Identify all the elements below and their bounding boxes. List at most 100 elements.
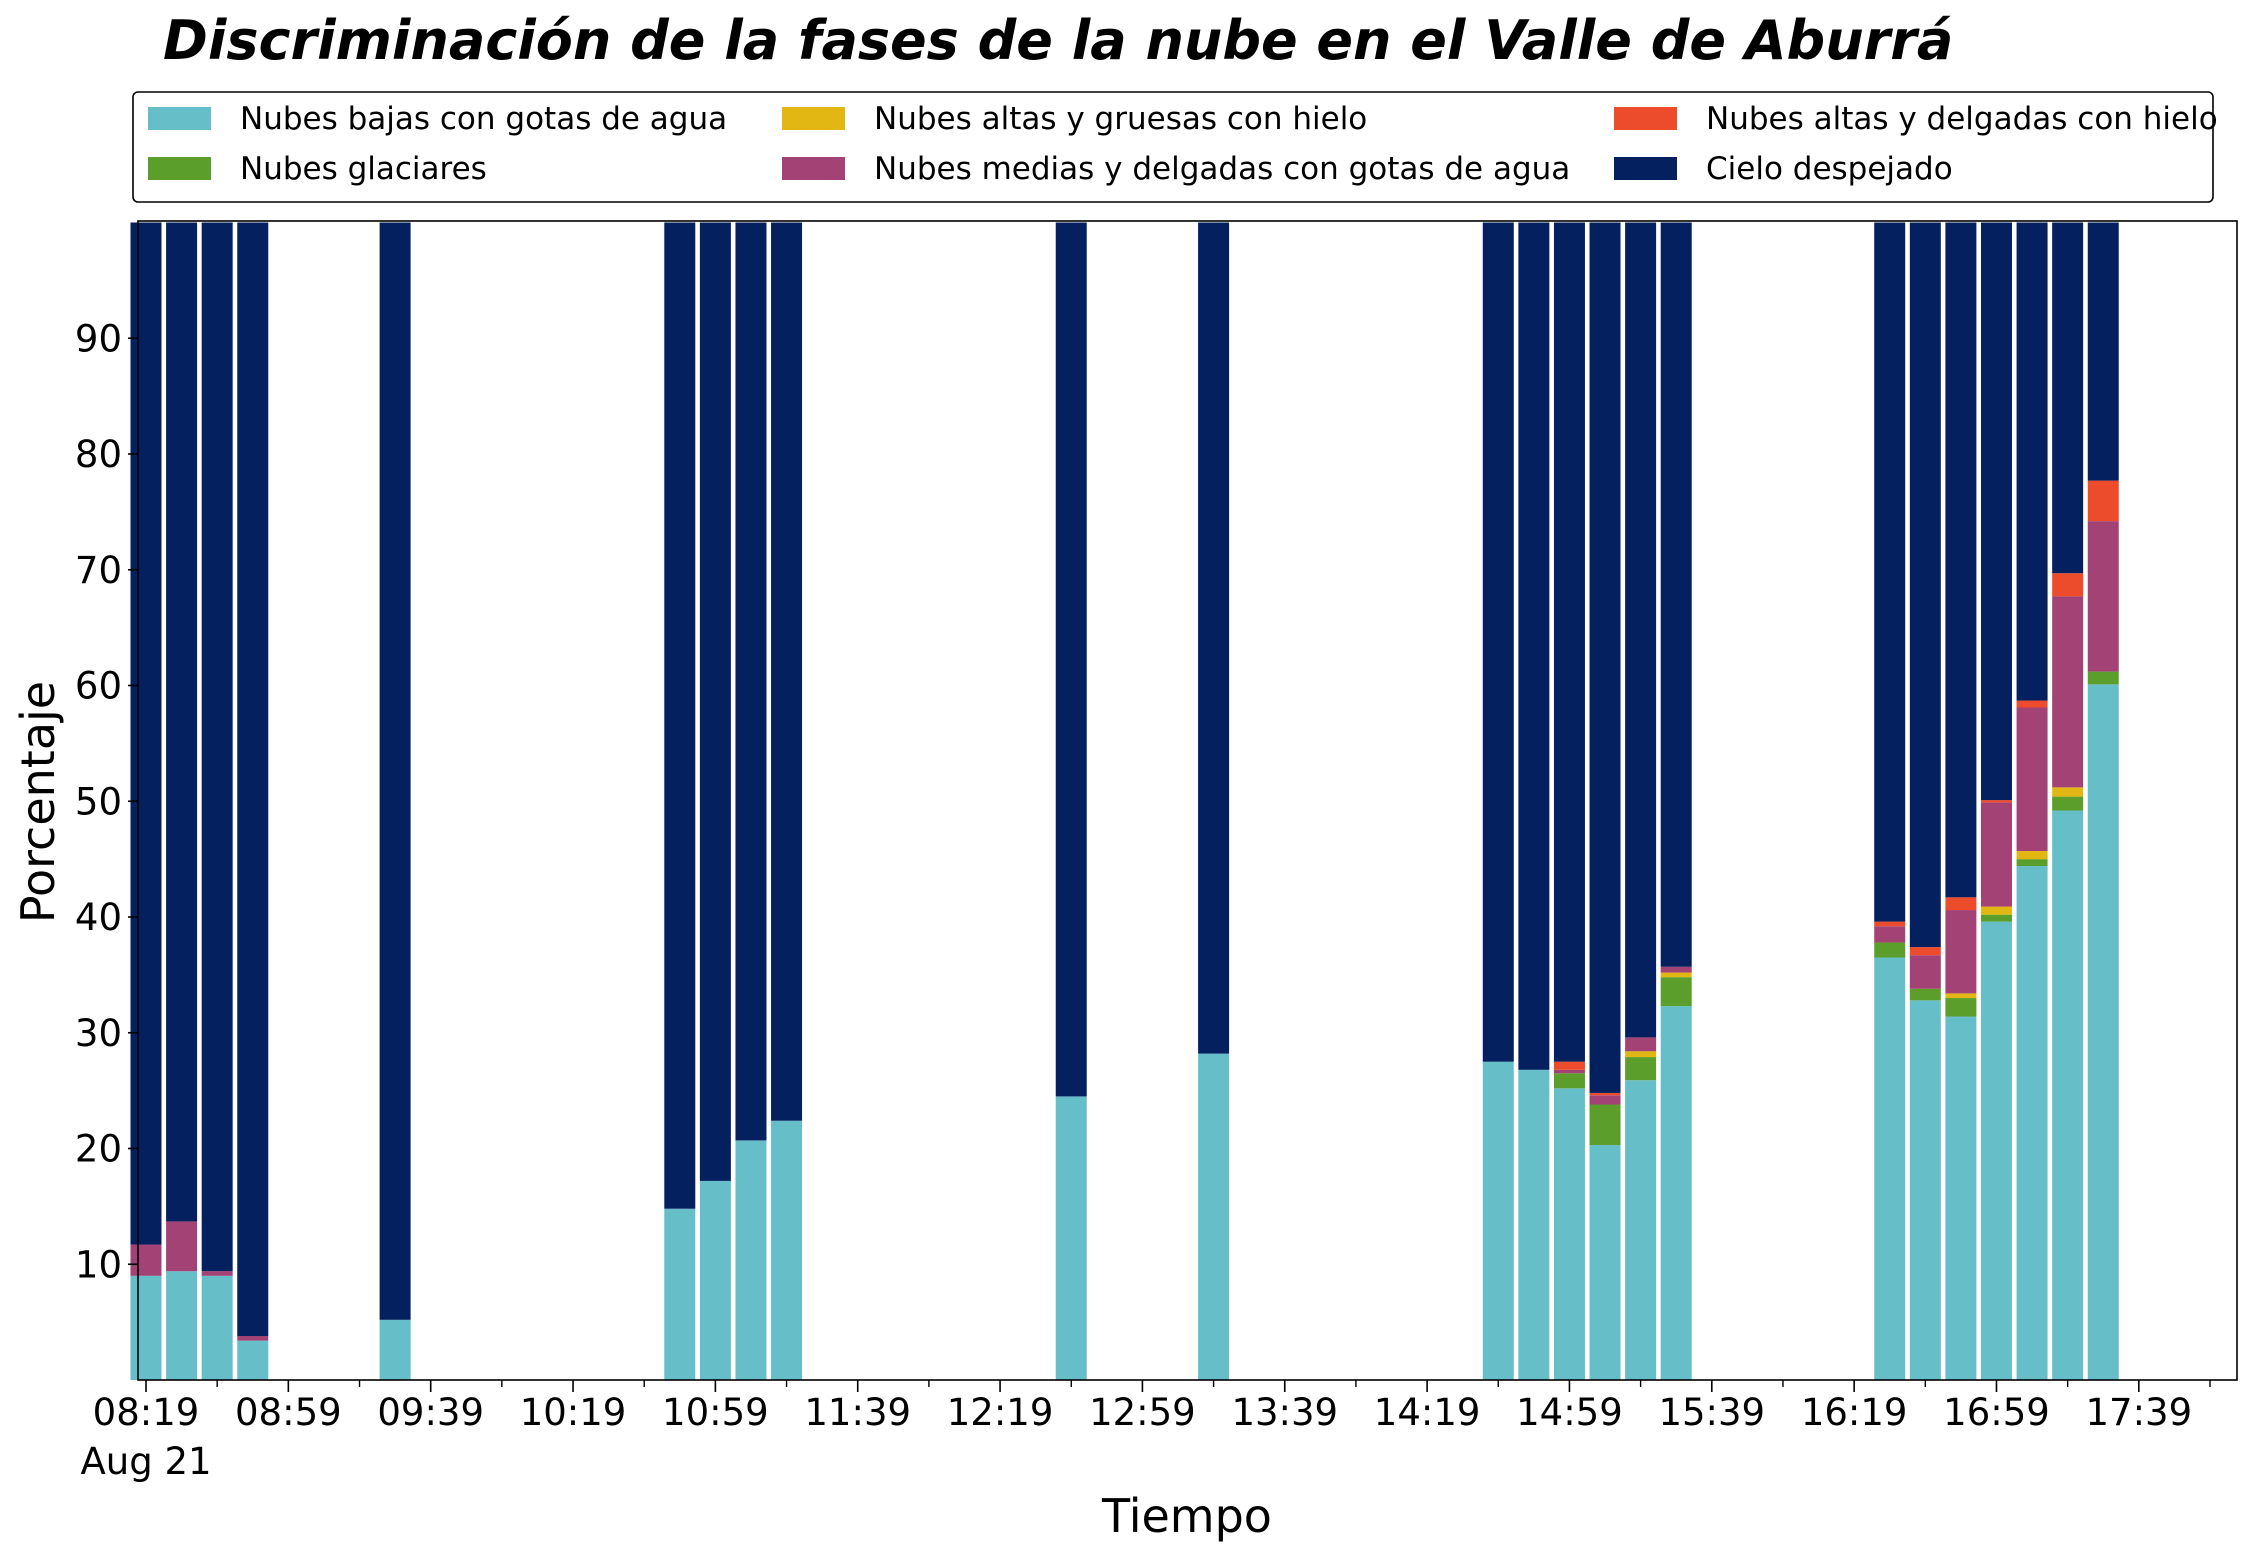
bar-segment-cielo-despejado xyxy=(1589,222,1621,1093)
bar-segment-nubes-bajas-con-gotas-de-agua xyxy=(1553,1088,1585,1380)
x-tick-label: 10:19 xyxy=(520,1391,627,1434)
bar-segment-nubes-bajas-con-gotas-de-agua xyxy=(379,1319,411,1380)
legend-label-nubes-medias-y-delgadas-con-gotas-de-agua: Nubes medias y delgadas con gotas de agu… xyxy=(874,151,1570,187)
bar-segment-nubes-medias-y-delgadas-con-gotas-de-agua xyxy=(201,1271,233,1276)
bar-segment-cielo-despejado xyxy=(1625,222,1657,1038)
y-tick-label: 40 xyxy=(75,896,122,939)
bar-segment-nubes-bajas-con-gotas-de-agua xyxy=(237,1340,269,1380)
bar-segment-nubes-bajas-con-gotas-de-agua xyxy=(771,1120,803,1380)
bar-segment-nubes-altas-y-delgadas-con-hielo xyxy=(1909,947,1941,956)
bar-segment-cielo-despejado xyxy=(771,222,803,1121)
x-axis-label: Tiempo xyxy=(1101,1489,1272,1543)
bar-segment-cielo-despejado xyxy=(166,222,198,1222)
x-tick-label: 12:59 xyxy=(1089,1391,1196,1434)
bar-segment-nubes-altas-y-delgadas-con-hielo xyxy=(2016,700,2048,708)
bar-segment-nubes-glaciares xyxy=(1980,914,2012,922)
bar-segment-nubes-bajas-con-gotas-de-agua xyxy=(201,1275,233,1380)
bar-segment-nubes-bajas-con-gotas-de-agua xyxy=(1660,1006,1692,1380)
bar-segment-nubes-glaciares xyxy=(1553,1073,1585,1089)
legend-label-nubes-altas-y-gruesas-con-hielo: Nubes altas y gruesas con hielo xyxy=(874,101,1367,137)
bar-segment-nubes-bajas-con-gotas-de-agua xyxy=(735,1140,767,1380)
bar-segment-nubes-altas-y-delgadas-con-hielo xyxy=(1945,897,1977,911)
y-tick-label: 70 xyxy=(75,549,122,592)
bar-segment-nubes-bajas-con-gotas-de-agua xyxy=(2052,810,2084,1380)
bar-segment-nubes-glaciares xyxy=(1874,942,1906,958)
legend-label-nubes-altas-y-delgadas-con-hielo: Nubes altas y delgadas con hielo xyxy=(1706,101,2218,137)
y-tick-label: 10 xyxy=(75,1243,122,1286)
x-tick-label: 11:39 xyxy=(804,1391,911,1434)
legend-label-nubes-glaciares: Nubes glaciares xyxy=(240,151,487,187)
bar-segment-nubes-glaciares xyxy=(2016,859,2048,867)
x-tick-label: 13:39 xyxy=(1231,1391,1338,1434)
bar-segment-cielo-despejado xyxy=(1660,222,1692,967)
bar-segment-nubes-bajas-con-gotas-de-agua xyxy=(1518,1069,1550,1380)
bar-segment-nubes-bajas-con-gotas-de-agua xyxy=(130,1275,162,1380)
bar-segment-nubes-bajas-con-gotas-de-agua xyxy=(1874,957,1906,1380)
x-tick-label: 17:39 xyxy=(2086,1391,2193,1434)
bar-segment-nubes-glaciares xyxy=(1909,988,1941,1001)
bar-segment-cielo-despejado xyxy=(1909,222,1941,948)
bar-segment-nubes-glaciares xyxy=(1660,977,1692,1007)
bar-segment-nubes-medias-y-delgadas-con-gotas-de-agua xyxy=(237,1336,269,1341)
bar-segment-nubes-altas-y-delgadas-con-hielo xyxy=(1980,800,2012,803)
bar-segment-nubes-altas-y-delgadas-con-hielo xyxy=(1589,1092,1621,1096)
bar-segment-cielo-despejado xyxy=(1518,222,1550,1070)
legend-swatch-cielo-despejado xyxy=(1614,157,1677,180)
x-date-label: Aug 21 xyxy=(80,1440,211,1483)
bar-segment-nubes-medias-y-delgadas-con-gotas-de-agua xyxy=(1553,1069,1585,1074)
bar-segment-nubes-bajas-con-gotas-de-agua xyxy=(1945,1016,1977,1380)
bar-segment-nubes-bajas-con-gotas-de-agua xyxy=(1980,921,2012,1380)
x-tick-label: 12:19 xyxy=(947,1391,1054,1434)
bar-segment-nubes-glaciares xyxy=(2087,671,2119,685)
bar-segment-nubes-bajas-con-gotas-de-agua xyxy=(1589,1145,1621,1380)
bar-segment-nubes-bajas-con-gotas-de-agua xyxy=(1198,1053,1230,1380)
y-tick-label: 30 xyxy=(75,1012,122,1055)
legend-swatch-nubes-altas-y-delgadas-con-hielo xyxy=(1614,107,1677,130)
x-tick-label: 16:19 xyxy=(1801,1391,1908,1434)
x-tick-label: 10:59 xyxy=(662,1391,769,1434)
legend-swatch-nubes-altas-y-gruesas-con-hielo xyxy=(782,107,845,130)
x-axis: 08:19 08:59 09:39 10:19 10:59 11:39 12:19 12:59… xyxy=(80,1380,2211,1483)
legend: Nubes bajas con gotas de agua Nubes glaci… xyxy=(132,91,2218,203)
bar-segment-cielo-despejado xyxy=(1055,222,1087,1097)
bar-segment-cielo-despejado xyxy=(1874,222,1906,922)
bar-segment-cielo-despejado xyxy=(1553,222,1585,1062)
bar-segment-nubes-bajas-con-gotas-de-agua xyxy=(2016,866,2048,1380)
y-tick-label: 20 xyxy=(75,1128,122,1171)
x-tick-label: 14:19 xyxy=(1374,1391,1481,1434)
bar-segment-nubes-glaciares xyxy=(1625,1057,1657,1081)
y-axis: 10 20 30 40 50 60 70 80 90 xyxy=(75,317,138,1286)
bar-segment-nubes-glaciares xyxy=(2052,796,2084,811)
bar-segment-nubes-medias-y-delgadas-con-gotas-de-agua xyxy=(1909,955,1941,989)
bar-segment-cielo-despejado xyxy=(1198,222,1230,1054)
y-tick-label: 60 xyxy=(75,665,122,708)
bars-layer xyxy=(130,222,2119,1380)
bar-segment-nubes-bajas-con-gotas-de-agua xyxy=(1482,1061,1514,1380)
bar-segment-nubes-medias-y-delgadas-con-gotas-de-agua xyxy=(1589,1095,1621,1105)
bar-segment-cielo-despejado xyxy=(735,222,767,1141)
bar-segment-cielo-despejado xyxy=(2052,222,2084,574)
chart-title: Discriminación de la fases de la nube en… xyxy=(163,9,1953,72)
bar-segment-nubes-altas-y-delgadas-con-hielo xyxy=(2087,480,2119,522)
bar-segment-cielo-despejado xyxy=(1482,222,1514,1062)
bar-segment-nubes-altas-y-gruesas-con-hielo xyxy=(1980,906,2012,915)
bar-segment-cielo-despejado xyxy=(1980,222,2012,801)
bar-segment-cielo-despejado xyxy=(2016,222,2048,701)
bar-segment-cielo-despejado xyxy=(1945,222,1977,898)
bar-segment-cielo-despejado xyxy=(201,222,233,1272)
legend-swatch-nubes-medias-y-delgadas-con-gotas-de-agua xyxy=(782,157,845,180)
bar-segment-cielo-despejado xyxy=(237,222,269,1337)
y-axis-label: Porcentaje xyxy=(11,681,65,923)
bar-segment-nubes-medias-y-delgadas-con-gotas-de-agua xyxy=(130,1244,162,1276)
legend-frame xyxy=(132,91,2214,203)
bar-segment-nubes-bajas-con-gotas-de-agua xyxy=(166,1271,198,1380)
y-tick-label: 50 xyxy=(75,780,122,823)
bar-segment-nubes-medias-y-delgadas-con-gotas-de-agua xyxy=(2087,521,2119,672)
bar-segment-nubes-bajas-con-gotas-de-agua xyxy=(1055,1096,1087,1380)
bar-segment-nubes-medias-y-delgadas-con-gotas-de-agua xyxy=(2052,596,2084,788)
bar-segment-nubes-altas-y-gruesas-con-hielo xyxy=(2016,851,2048,860)
x-tick-label: 08:19 xyxy=(93,1391,200,1434)
bar-segment-nubes-bajas-con-gotas-de-agua xyxy=(699,1180,731,1380)
bar-segment-cielo-despejado xyxy=(130,222,162,1245)
